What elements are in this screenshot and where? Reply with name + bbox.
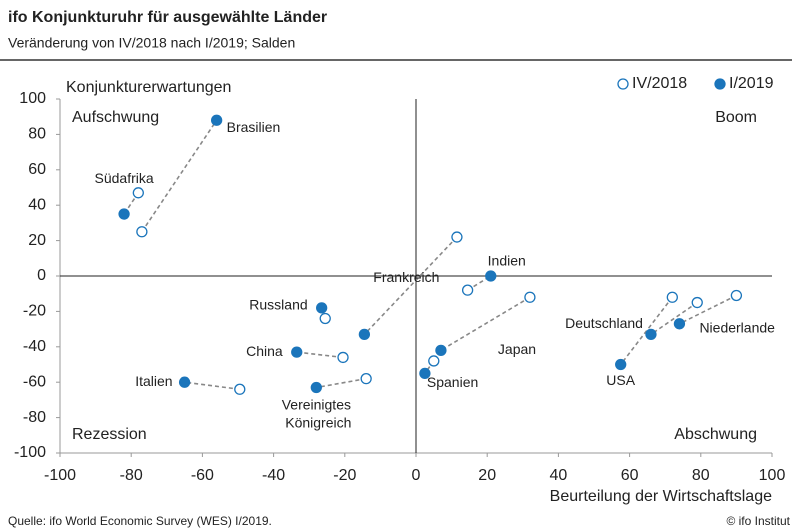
x-tick-label: 100 bbox=[759, 467, 786, 484]
y-tick-label: -80 bbox=[23, 409, 46, 426]
chart-title: ifo Konjunkturuhr für ausgewählte Länder bbox=[8, 9, 327, 26]
x-tick-label: -20 bbox=[333, 467, 356, 484]
x-tick-label: 80 bbox=[692, 467, 710, 484]
source: Quelle: ifo World Economic Survey (WES) … bbox=[8, 514, 272, 528]
legend-marker bbox=[617, 78, 629, 90]
connector bbox=[620, 296, 673, 365]
point bbox=[136, 226, 148, 238]
point bbox=[428, 355, 440, 367]
connector bbox=[296, 351, 344, 359]
point bbox=[358, 328, 371, 341]
point bbox=[524, 291, 536, 303]
y-tick-label: 60 bbox=[28, 161, 46, 178]
point bbox=[645, 328, 657, 341]
point bbox=[310, 381, 322, 394]
quadrant-label: Aufschwung bbox=[72, 109, 159, 126]
point-label: Deutschland bbox=[565, 315, 643, 331]
x-tick-label: 20 bbox=[478, 467, 496, 484]
point bbox=[118, 208, 130, 220]
connector bbox=[650, 301, 698, 336]
connector bbox=[141, 119, 218, 233]
point bbox=[461, 284, 474, 296]
point bbox=[666, 291, 678, 303]
y-axis-label: Konjunkturerwartungen bbox=[66, 79, 231, 96]
point-label: Vereinigtes Königreich bbox=[282, 396, 355, 430]
point bbox=[319, 312, 331, 325]
y-tick-label: -40 bbox=[23, 338, 46, 355]
legend-label: IV/2018 bbox=[632, 75, 687, 92]
connector bbox=[440, 296, 531, 352]
legend-marker bbox=[714, 78, 726, 90]
point-label: Brasilien bbox=[227, 119, 281, 135]
quadrant-label: Abschwung bbox=[674, 426, 757, 443]
point-label: USA bbox=[606, 372, 635, 388]
point-label: China bbox=[246, 343, 283, 359]
copyright: © ifo Institut bbox=[726, 514, 790, 528]
chart-subtitle: Veränderung von IV/2018 nach I/2019; Sal… bbox=[8, 35, 295, 51]
point-label: Spanien bbox=[427, 374, 478, 390]
point bbox=[485, 270, 497, 282]
y-tick-label: 20 bbox=[28, 232, 46, 249]
connector bbox=[184, 381, 240, 391]
point-label: Russland bbox=[249, 297, 307, 313]
y-tick-label: 40 bbox=[28, 196, 46, 213]
point bbox=[210, 114, 223, 126]
point-label: Italien bbox=[135, 373, 172, 389]
point-label: Indien bbox=[488, 253, 526, 269]
x-tick-label: -40 bbox=[262, 467, 285, 484]
point bbox=[316, 302, 328, 314]
point bbox=[673, 318, 686, 330]
y-tick-label: -100 bbox=[14, 444, 46, 461]
x-tick-label: 60 bbox=[621, 467, 639, 484]
legend-label: I/2019 bbox=[729, 75, 774, 92]
point bbox=[615, 358, 627, 371]
point bbox=[451, 231, 463, 243]
y-tick-label: 80 bbox=[28, 126, 46, 143]
point bbox=[691, 296, 703, 309]
point bbox=[435, 344, 447, 356]
x-tick-label: -60 bbox=[191, 467, 214, 484]
point-label: Frankreich bbox=[373, 269, 439, 285]
point bbox=[419, 367, 431, 380]
point bbox=[291, 346, 303, 358]
point bbox=[337, 351, 349, 364]
x-axis-label: Beurteilung der Wirtschaftslage bbox=[550, 488, 772, 505]
connector bbox=[316, 377, 367, 389]
x-tick-label: 40 bbox=[550, 467, 568, 484]
quadrant-label: Rezession bbox=[72, 426, 147, 443]
y-tick-label: 100 bbox=[19, 90, 46, 107]
connector bbox=[679, 294, 737, 325]
point bbox=[132, 187, 144, 199]
point bbox=[178, 376, 191, 388]
y-tick-label: 0 bbox=[37, 267, 46, 284]
point-label: Japan bbox=[498, 341, 536, 357]
x-tick-label: -100 bbox=[44, 467, 76, 484]
y-tick-label: -60 bbox=[23, 373, 46, 390]
y-tick-label: -20 bbox=[23, 303, 46, 320]
quadrant-label: Boom bbox=[715, 109, 757, 126]
point bbox=[730, 289, 743, 302]
point-label: Niederlande bbox=[699, 319, 775, 335]
x-tick-label: -80 bbox=[120, 467, 143, 484]
x-tick-label: 0 bbox=[412, 467, 421, 484]
point-label: Südafrika bbox=[95, 170, 154, 186]
point bbox=[234, 383, 246, 395]
connector bbox=[363, 236, 458, 335]
point bbox=[360, 373, 372, 385]
